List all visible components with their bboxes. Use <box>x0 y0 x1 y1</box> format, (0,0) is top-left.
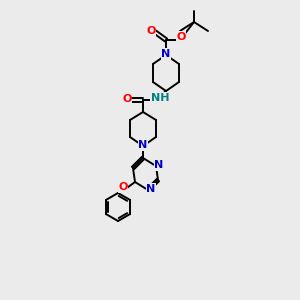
Text: NH: NH <box>151 93 169 103</box>
Text: N: N <box>146 184 156 194</box>
Text: O: O <box>122 94 132 104</box>
Text: O: O <box>118 182 128 192</box>
Text: O: O <box>176 32 186 42</box>
Text: N: N <box>154 160 164 170</box>
Text: O: O <box>146 26 156 36</box>
Text: N: N <box>138 140 148 150</box>
Text: N: N <box>161 49 171 59</box>
